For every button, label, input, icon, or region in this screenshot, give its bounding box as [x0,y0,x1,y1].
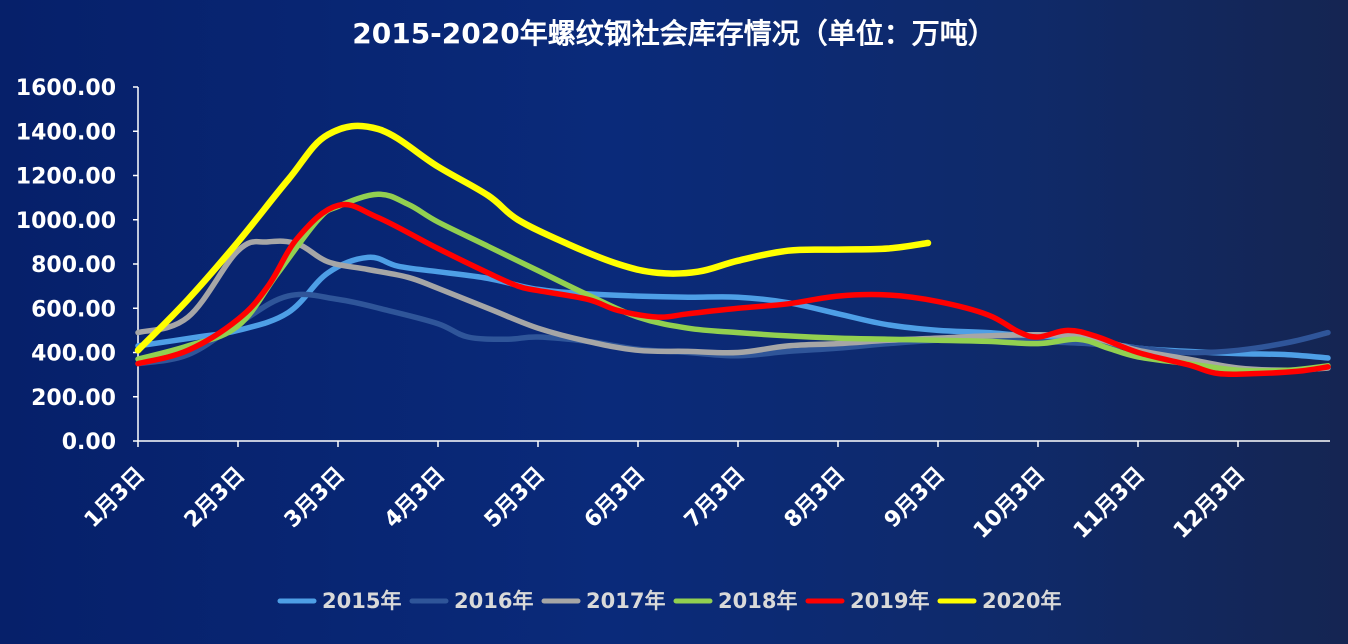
y-tick-label: 1000.00 [16,209,116,234]
x-tick-label: 4月3日 [380,463,450,533]
chart-title: 2015-2020年螺纹钢社会库存情况（单位：万吨） [352,17,996,50]
y-tick-label: 0.00 [62,430,116,455]
y-tick-label: 800.00 [31,253,116,278]
legend-label-2: 2016年 [454,589,533,613]
legend-label-5: 2019年 [850,589,929,613]
y-tick-label: 1400.00 [16,120,116,145]
axes: 0.00 200.00 400.00 600.00 800.00 1000.00 1200.… [16,76,1330,544]
legend-label-4: 2018年 [718,589,797,613]
x-tick-label: 9月3日 [880,463,950,533]
x-tick-label: 10月3日 [969,463,1050,544]
x-tick-label: 1月3日 [80,463,150,533]
x-tick-label: 12月3日 [1169,463,1250,544]
legend-label-1: 2015年 [322,589,401,613]
x-tick-label: 8月3日 [780,463,850,533]
series-layer [134,122,1331,378]
y-tick-label: 1600.00 [16,76,116,101]
x-tick-label: 6月3日 [580,463,650,533]
x-tick-label: 2月3日 [180,463,250,533]
y-tick-label: 200.00 [31,386,116,411]
y-tick-label: 1200.00 [16,165,116,190]
y-tick-label: 400.00 [31,342,116,367]
x-tick-label: 11月3日 [1069,463,1150,544]
series-line-6 [134,122,932,354]
legend-label-6: 2020年 [982,589,1061,613]
legend: 2015年 2016年 2017年 2018年 2019年 2020年 [277,589,1061,613]
y-tick-label: 600.00 [31,297,116,322]
legend-label-3: 2017年 [586,589,665,613]
x-tick-label: 3月3日 [280,463,350,533]
series-line-5 [135,201,1331,378]
x-tick-label: 7月3日 [680,463,750,533]
x-tick-label: 5月3日 [480,463,550,533]
